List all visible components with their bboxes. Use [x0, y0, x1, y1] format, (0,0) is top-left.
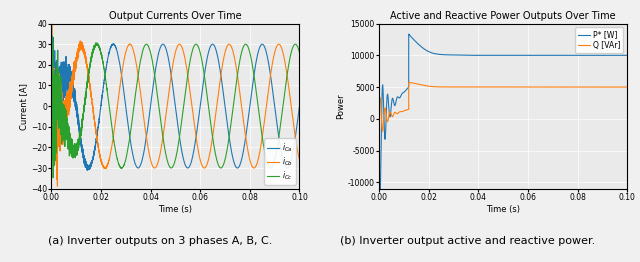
$i_{Cb}$ [138, 96, 145, 99]
$i_{Ca}$ [296, 105, 303, 108]
Line: P* [W]: P* [W] [379, 34, 627, 195]
Line: $i_{Cc}$: $i_{Cc}$ [51, 27, 300, 178]
P* [W] [375, 149, 383, 152]
X-axis label: Time (s): Time (s) [486, 205, 520, 214]
$i_{Cc}$ [138, 56, 145, 59]
P* [W] [522, 54, 530, 57]
Legend: $i_{Ca}$, $i_{Cb}$, $i_{Cc}$: $i_{Ca}$, $i_{Cb}$, $i_{Cc}$ [264, 138, 296, 185]
$i_{Cb}$ [244, 152, 252, 156]
Q [VAr] [375, 117, 383, 120]
$i_{Cb}$ [205, 156, 213, 159]
P* [W] [572, 54, 580, 57]
$i_{Ca}$ [138, 162, 145, 165]
P* [W] [405, 32, 413, 36]
$i_{Cc}$ [49, 176, 57, 179]
P* [W] [465, 54, 473, 57]
$i_{Cc}$ [47, 58, 55, 62]
Text: (a) Inverter outputs on 3 phases A, B, C.: (a) Inverter outputs on 3 phases A, B, C… [48, 236, 272, 246]
$i_{Cb}$ [296, 158, 303, 161]
$i_{Cb}$ [60, 108, 68, 112]
Q [VAr] [623, 85, 631, 89]
$i_{Cb}$ [195, 149, 202, 152]
Line: $i_{Ca}$: $i_{Ca}$ [51, 37, 300, 170]
Q [VAr] [379, 130, 387, 133]
Q [VAr] [465, 85, 473, 89]
Line: $i_{Cb}$: $i_{Cb}$ [51, 19, 300, 186]
$i_{Cc}$ [232, 89, 239, 92]
$i_{Ca}$ [47, 103, 55, 106]
$i_{Cb}$ [48, 18, 56, 21]
$i_{Ca}$ [244, 114, 252, 117]
$i_{Cc}$ [296, 51, 303, 54]
Y-axis label: Current [A]: Current [A] [19, 83, 28, 129]
$i_{Ca}$ [60, 78, 68, 81]
Q [VAr] [572, 85, 580, 89]
P* [W] [559, 54, 567, 57]
Q [VAr] [405, 81, 413, 84]
$i_{Cb}$ [47, 74, 55, 77]
Title: Active and Reactive Power Outputs Over Time: Active and Reactive Power Outputs Over T… [390, 12, 616, 21]
$i_{Cb}$ [232, 61, 239, 64]
P* [W] [388, 103, 396, 106]
$i_{Cc}$ [244, 47, 252, 50]
$i_{Ca}$ [232, 164, 239, 167]
Q [VAr] [522, 85, 530, 89]
Q [VAr] [559, 85, 567, 89]
P* [W] [376, 194, 384, 197]
Legend: P* [W], Q [VAr]: P* [W], Q [VAr] [575, 28, 623, 53]
X-axis label: Time (s): Time (s) [158, 205, 193, 214]
$i_{Cc}$ [48, 25, 56, 29]
$i_{Cc}$ [60, 111, 68, 114]
Y-axis label: Power: Power [336, 93, 345, 119]
$i_{Cc}$ [205, 109, 213, 112]
$i_{Ca}$ [205, 49, 213, 52]
P* [W] [533, 54, 541, 57]
Q [VAr] [533, 85, 541, 89]
P* [W] [623, 54, 631, 57]
Line: Q [VAr]: Q [VAr] [379, 82, 627, 131]
$i_{Ca}$ [195, 120, 202, 123]
Text: (b) Inverter output active and reactive power.: (b) Inverter output active and reactive … [340, 236, 595, 246]
$i_{Ca}$ [49, 36, 57, 39]
Q [VAr] [388, 113, 396, 117]
$i_{Ca}$ [83, 169, 91, 172]
Title: Output Currents Over Time: Output Currents Over Time [109, 12, 242, 21]
$i_{Cb}$ [54, 184, 61, 188]
$i_{Cc}$ [195, 45, 202, 48]
